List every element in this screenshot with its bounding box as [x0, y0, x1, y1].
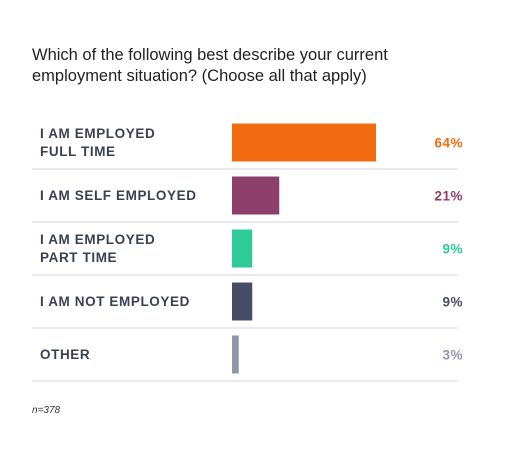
category-label: I AM NOT EMPLOYED — [40, 293, 190, 309]
bar — [232, 176, 280, 215]
value-label: 9% — [442, 294, 463, 309]
bar — [232, 123, 376, 162]
value-label: 21% — [434, 188, 463, 203]
sample-note: n=378 — [32, 405, 61, 416]
category-label: I AM SELF EMPLOYED — [40, 187, 197, 203]
category-label: I AM EMPLOYED PART TIME — [40, 231, 156, 265]
value-label: 3% — [442, 347, 463, 362]
value-label: 9% — [442, 241, 463, 256]
value-label: 64% — [434, 135, 463, 150]
category-label: I AM EMPLOYED FULL TIME — [40, 125, 156, 159]
bar — [232, 335, 239, 374]
category-label: OTHER — [40, 346, 91, 362]
chart-title: Which of the following best describe you… — [32, 46, 388, 85]
bar — [232, 282, 253, 321]
bar — [232, 229, 253, 268]
